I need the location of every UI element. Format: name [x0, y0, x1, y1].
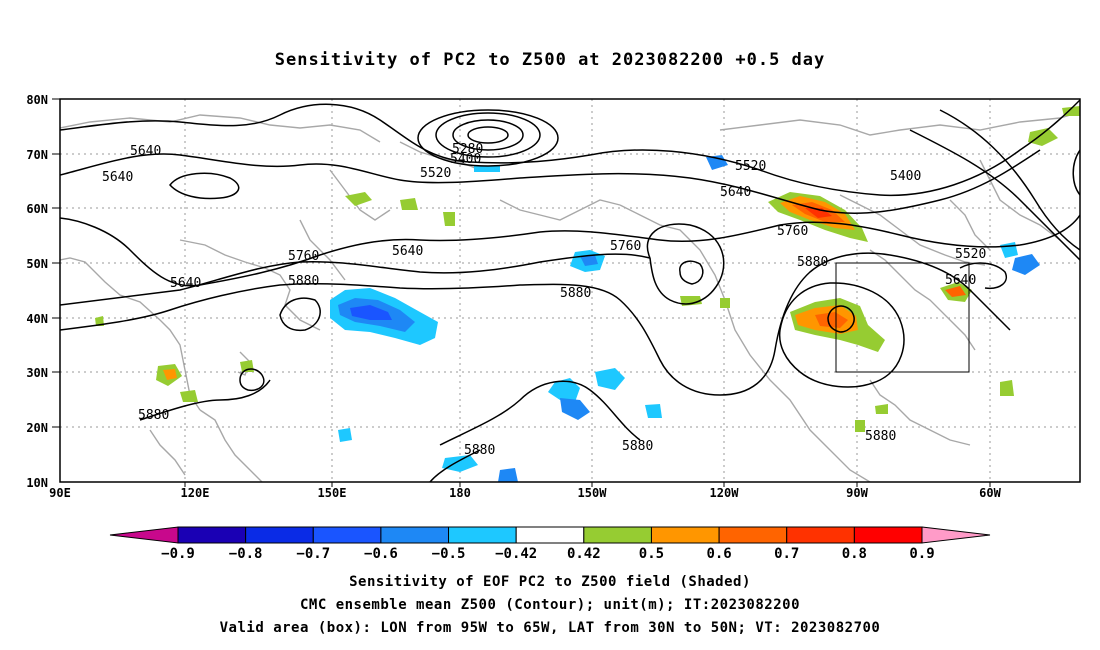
contour-labels: 5640 5640 5640 5640 5280 5400 5520 5520 … [102, 142, 986, 458]
colorbar-tick-label: −0.5 [432, 546, 466, 562]
contour-label: 5640 [720, 185, 751, 200]
colorbar-tick-label: 0.5 [639, 546, 664, 562]
colorbar-tick-label: −0.7 [296, 546, 330, 562]
colorbar-bin [583, 526, 652, 544]
caption-contour: CMC ensemble mean Z500 (Contour); unit(m… [299, 597, 800, 613]
contour-label: 5640 [392, 244, 423, 259]
colorbar [109, 526, 991, 544]
colorbar-tick-label: −0.9 [161, 546, 195, 562]
colorbar-bin [380, 526, 450, 544]
contour-label: 5760 [288, 249, 319, 264]
contour-label: 5520 [420, 166, 451, 181]
contour-label: 5760 [777, 224, 808, 239]
colorbar-bin [245, 526, 314, 544]
contour-label: 5640 [130, 144, 161, 159]
contour-label: 5880 [865, 429, 896, 444]
caption-shaded: Sensitivity of EOF PC2 to Z500 field (Sh… [349, 574, 751, 590]
lat-label-70n: 70N [26, 148, 48, 162]
contour-label: 5640 [102, 170, 133, 185]
polar-low-contours [417, 109, 559, 167]
colorbar-tick-label: 0.6 [706, 546, 731, 562]
gridlines [60, 99, 1080, 482]
colorbar-bin [718, 526, 788, 544]
colorbar-bin [853, 526, 923, 544]
lat-label-60n: 60N [26, 202, 48, 216]
lon-ticks [184, 482, 991, 487]
lat-label-20n: 20N [26, 421, 48, 435]
colorbar-bin [786, 526, 855, 544]
contour-label: 5880 [288, 274, 319, 289]
lat-ticks [52, 98, 60, 428]
caption-valid-area: Valid area (box): LON from 95W to 65W, L… [219, 620, 881, 636]
colorbar-bin [177, 526, 247, 544]
map-title: Sensitivity of PC2 to Z500 at 2023082200… [274, 50, 826, 70]
shaded-sensitivity [95, 106, 1080, 482]
colorbar-tick-label: 0.9 [909, 546, 934, 562]
lon-label-150e: 150E [318, 486, 347, 500]
z500-contours [60, 99, 1080, 482]
lon-label-60w: 60W [979, 486, 1001, 500]
contour-label: 5880 [138, 408, 169, 423]
colorbar-tick-label: 0.42 [567, 546, 601, 562]
contour-label: 5520 [735, 159, 766, 174]
lon-label-90w: 90W [846, 486, 868, 500]
contour-label: 5880 [464, 443, 495, 458]
lat-label-50n: 50N [26, 257, 48, 271]
colorbar-low-end [109, 526, 179, 544]
lon-label-120w: 120W [710, 486, 740, 500]
contour-label: 5640 [945, 273, 976, 288]
plot-frame [59, 98, 1081, 483]
colorbar-tick-label: −0.6 [364, 546, 398, 562]
colorbar-bin [515, 526, 585, 544]
contour-label: 5760 [610, 239, 641, 254]
lon-label-180: 180 [449, 486, 471, 500]
contour-label: 5280 [452, 142, 483, 157]
contour-label: 5640 [170, 276, 201, 291]
contour-label: 5400 [890, 169, 921, 184]
lon-label-150w: 150W [578, 486, 608, 500]
colorbar-tick-label: 0.7 [774, 546, 799, 562]
latitude-labels: 80N 70N 60N 50N 40N 30N 20N 10N [26, 93, 48, 490]
valid-area-box [835, 262, 970, 373]
lat-label-80n: 80N [26, 93, 48, 107]
lat-label-40n: 40N [26, 312, 48, 326]
lon-label-90e: 90E [49, 486, 71, 500]
contour-label: 5880 [560, 286, 591, 301]
contour-label: 5880 [797, 255, 828, 270]
colorbar-high-end [921, 526, 991, 544]
colorbar-bin [650, 526, 720, 544]
contour-label: 5880 [622, 439, 653, 454]
lat-label-10n: 10N [26, 476, 48, 490]
longitude-labels: 90E 120E 150E 180 150W 120W 90W 60W [49, 486, 1001, 500]
colorbar-bin [312, 526, 382, 544]
colorbar-bin [448, 526, 517, 544]
colorbar-labels: −0.9 −0.8 −0.7 −0.6 −0.5 −0.42 0.42 0.5 0.6 0.7 0.… [161, 546, 935, 562]
contour-label: 5400 [450, 152, 481, 167]
contour-label: 5520 [955, 247, 986, 262]
colorbar-tick-label: −0.8 [229, 546, 263, 562]
colorbar-tick-label: −0.42 [495, 546, 537, 562]
lat-label-30n: 30N [26, 366, 48, 380]
colorbar-tick-label: 0.8 [842, 546, 867, 562]
lon-label-120e: 120E [181, 486, 210, 500]
